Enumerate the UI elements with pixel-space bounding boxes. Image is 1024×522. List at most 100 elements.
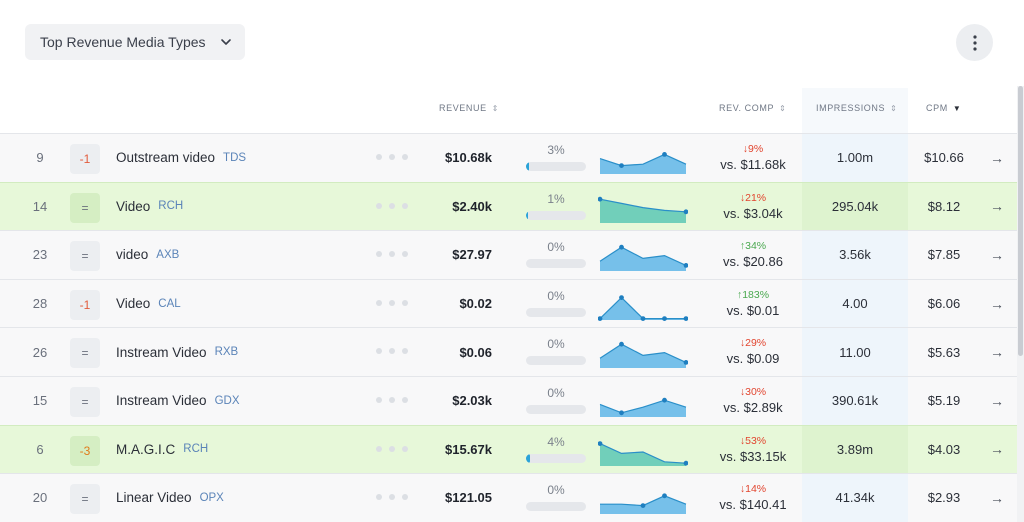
rank-change-badge: =: [70, 338, 100, 369]
sparkline-point: [598, 196, 603, 202]
partner-code: RCH: [158, 200, 184, 213]
toolbar: Top Revenue Media Types: [0, 0, 1024, 88]
revenue-sparkline: [598, 440, 688, 466]
column-header-impressions[interactable]: IMPRESSIONS ⇕: [816, 103, 897, 113]
revenue-change: ↑34%: [739, 240, 767, 253]
horizontal-ellipsis-icon: [376, 154, 408, 160]
sparkline-point: [683, 360, 688, 366]
revenue-change: ↓21%: [739, 191, 767, 204]
media-type-label: video: [116, 247, 149, 263]
arrow-right-icon[interactable]: →: [990, 198, 1004, 215]
column-header-rev-comp[interactable]: REV. COMP ⇕: [719, 103, 786, 113]
sparkline-point: [640, 503, 646, 509]
horizontal-ellipsis-icon: [376, 397, 408, 403]
table-row[interactable]: 28 -1 Video CAL $0.02 0% ↑183% vs. $0.01 4.00 $6.…: [0, 278, 1017, 328]
revenue-comparison: ↓21% vs. $3.04k: [710, 192, 796, 221]
revenue-share-percent: 0%: [547, 483, 565, 498]
rank: 28: [32, 296, 48, 312]
rank: 23: [32, 247, 48, 263]
revenue-share-bar: [526, 307, 586, 317]
table-row[interactable]: 6 -3 M.A.G.I.C RCH $15.67k 4% ↓53% vs. $33.15k 3…: [0, 424, 1017, 474]
column-header-revenue[interactable]: REVENUE ⇕: [439, 103, 499, 113]
partner-code: RXB: [214, 346, 239, 359]
cpm-value: $10.66: [924, 150, 964, 166]
dropdown-label: Top Revenue Media Types: [40, 34, 206, 50]
sparkline-point: [619, 163, 624, 168]
revenue-share-bar: [526, 162, 586, 171]
table-row[interactable]: 9 -1 Outstream video TDS $10.68k 3% ↓9% vs. $11…: [0, 133, 1017, 182]
previous-revenue: vs. $33.15k: [719, 448, 787, 464]
arrow-right-icon[interactable]: →: [990, 246, 1004, 263]
media-type-name: M.A.G.I.C RCH: [116, 426, 208, 474]
cpm-value: $4.03: [927, 441, 961, 457]
media-type-label: Video: [116, 198, 151, 214]
arrow-right-icon[interactable]: →: [990, 441, 1004, 458]
sparkline-point: [683, 315, 688, 321]
revenue-share-fill: [526, 162, 529, 171]
revenue-change: ↓30%: [739, 386, 767, 398]
revenue-comparison: ↓30% vs. $2.89k: [710, 386, 796, 415]
revenue-sparkline: [598, 196, 688, 223]
rank-change-badge: -1: [70, 144, 100, 174]
arrow-right-icon[interactable]: →: [990, 149, 1004, 166]
sparkline-area: [600, 443, 686, 466]
revenue-sparkline: [599, 342, 688, 369]
column-header-revenue-label: REVENUE: [439, 103, 487, 113]
horizontal-ellipsis-icon: [376, 445, 408, 452]
rank-change-badge: =: [70, 484, 100, 515]
arrow-right-icon[interactable]: →: [990, 344, 1004, 361]
previous-revenue: vs. $0.09: [726, 351, 780, 367]
revenue-change: ↓53%: [739, 434, 767, 447]
partner-code: OPX: [199, 491, 224, 504]
impressions-value: 1.00m: [836, 150, 874, 166]
impressions-cell-bg: [802, 279, 908, 328]
vertical-scrollbar[interactable]: [1017, 86, 1024, 522]
table-header: REVENUE ⇕ REV. COMP ⇕ IMPRESSIONS ⇕ CPM ▼: [0, 94, 1024, 134]
revenue-comparison: ↓53% vs. $33.15k: [710, 435, 796, 464]
horizontal-ellipsis-icon: [376, 494, 408, 501]
revenue-share-percent: 4%: [547, 434, 565, 449]
table-row[interactable]: 23 = video AXB $27.97 0% ↑34% vs. $20.86 3.56k $7…: [0, 230, 1017, 279]
revenue-share-percent: 1%: [547, 191, 565, 206]
revenue-share-fill: [526, 453, 530, 463]
column-header-cpm[interactable]: CPM ▼: [926, 103, 961, 113]
column-header-impressions-label: IMPRESSIONS: [816, 103, 886, 113]
table-row[interactable]: 14 = Video RCH $2.40k 1% ↓21% vs. $3.04k 295.04k…: [0, 181, 1017, 231]
more-options-button[interactable]: [956, 24, 993, 61]
sparkline-point: [640, 315, 646, 321]
impressions-value: 3.56k: [839, 247, 871, 263]
impressions-cell-bg: [802, 134, 908, 182]
revenue-sparkline: [598, 294, 688, 321]
impressions-header-bg: [802, 88, 908, 134]
revenue-share-percent: 3%: [547, 143, 565, 157]
sparkline-point: [662, 152, 667, 157]
arrow-right-icon[interactable]: →: [990, 295, 1004, 312]
media-type-label: Outstream video: [116, 150, 216, 166]
cpm-value: $2.93: [927, 490, 961, 506]
previous-revenue: vs. $20.86: [723, 254, 783, 270]
sort-desc-icon: ▼: [952, 103, 962, 113]
table-row[interactable]: 20 = Linear Video OPX $121.05 0% ↓14% vs. $140.…: [0, 473, 1017, 522]
horizontal-ellipsis-icon: [376, 251, 408, 258]
report-type-dropdown[interactable]: Top Revenue Media Types: [25, 24, 245, 60]
rank-change-badge: -1: [70, 289, 100, 320]
cpm-value: $5.19: [927, 393, 961, 409]
arrow-right-icon[interactable]: →: [990, 489, 1004, 506]
rank: 15: [32, 393, 48, 409]
previous-revenue: vs. $2.89k: [723, 400, 783, 415]
sort-icon: ⇕: [779, 103, 787, 113]
sparkline-line: [599, 343, 687, 364]
horizontal-ellipsis-icon: [376, 348, 408, 355]
rank-change-badge: =: [70, 192, 100, 223]
media-type-name: Instream Video RXB: [116, 328, 238, 376]
arrow-right-icon[interactable]: →: [990, 392, 1004, 409]
revenue-share-fill: [526, 210, 529, 220]
media-type-name: Video RCH: [116, 183, 183, 231]
table-row[interactable]: 26 = Instream Video RXB $0.06 0% ↓29% vs. $0.09…: [0, 327, 1017, 376]
cpm-value: $7.85: [927, 247, 961, 263]
revenue-share-percent: 0%: [547, 386, 565, 400]
table-row[interactable]: 15 = Instream Video GDX $2.03k 0% ↓30% vs. $2.8…: [0, 376, 1017, 425]
revenue-value: $15.67k: [445, 441, 492, 457]
scrollbar-thumb[interactable]: [1018, 86, 1023, 356]
revenue-share-bar: [526, 356, 586, 366]
